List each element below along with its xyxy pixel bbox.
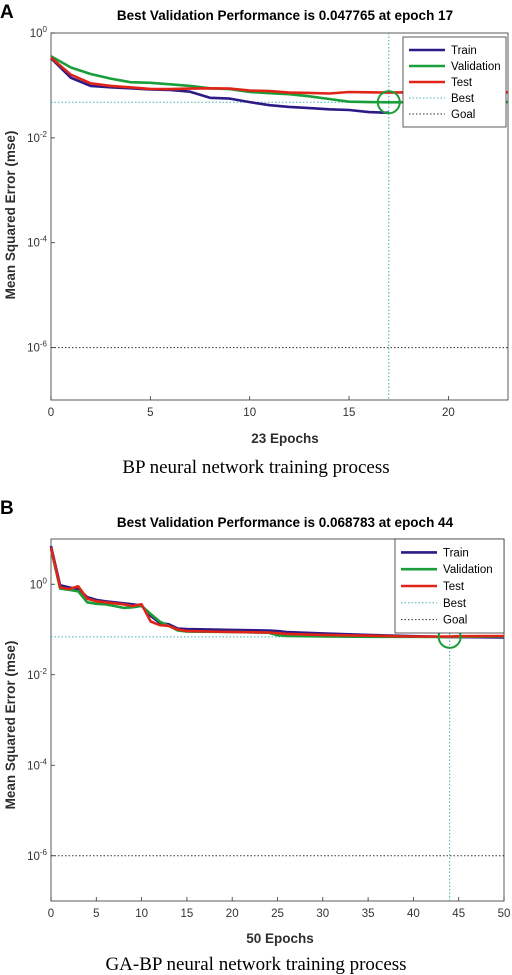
y-tick-label: 10-2 [27, 130, 47, 145]
best-marker [376, 90, 401, 115]
y-tick-label: 10-6 [27, 848, 47, 863]
x-tick-label: 10 [243, 407, 256, 419]
y-tick-label: 100 [30, 25, 48, 40]
legend-label-test: Test [443, 581, 465, 593]
x-tick-label: 0 [48, 407, 54, 419]
y-tick-label: 10-4 [27, 235, 47, 250]
legend-label-validation: Validation [443, 564, 493, 576]
legend-label-test: Test [451, 77, 473, 89]
legend-label-train: Train [443, 547, 469, 559]
y-axis-label-b: Mean Squared Error (mse) [3, 641, 18, 810]
chart-title-a: Best Validation Performance is 0.047765 … [117, 8, 453, 23]
legend-label-validation: Validation [451, 61, 501, 73]
x-tick-label: 35 [362, 908, 375, 920]
x-tick-label: 40 [407, 908, 420, 920]
x-tick-label: 5 [147, 407, 153, 419]
y-tick-label: 10-4 [27, 757, 47, 772]
series-line-test [49, 547, 505, 638]
x-tick-label: 45 [452, 908, 465, 920]
legend-label-best: Best [451, 93, 475, 105]
x-tick-label: 0 [48, 908, 54, 920]
caption-a: BP neural network training process [122, 457, 389, 478]
x-tick-label: 20 [442, 407, 455, 419]
caption-b: GA-BP neural network training process [105, 954, 406, 975]
plot-area-a: 0 5 10 15 20 100 10-2 10-4 10-6 Train Validation Te… [27, 25, 509, 419]
y-tick-label: 100 [30, 576, 48, 591]
x-axis-label-a: 23 Epochs [251, 431, 319, 446]
legend-label-goal: Goal [443, 615, 467, 627]
legend-label-goal: Goal [451, 109, 475, 121]
x-tick-label: 10 [135, 908, 148, 920]
x-tick-label: 25 [271, 908, 284, 920]
panel-a: A Best Validation Performance is 0.04776… [0, 2, 509, 478]
x-tick-label: 30 [316, 908, 329, 920]
x-tick-label: 20 [226, 908, 239, 920]
plot-area-b: 0 5 10 15 20 25 30 35 40 45 50 100 10-2 10-4 10-6 Train… [27, 538, 511, 920]
legend-label-train: Train [451, 45, 477, 57]
x-axis-label-b: 50 Epochs [246, 931, 314, 946]
series-line-train [50, 57, 389, 115]
x-tick-label: 5 [93, 908, 99, 920]
x-tick-label: 15 [343, 407, 356, 419]
x-tick-label: 50 [498, 908, 511, 920]
y-tick-label: 10-6 [27, 340, 47, 355]
panel-letter-b: B [0, 498, 14, 519]
x-tick-label: 15 [181, 908, 194, 920]
panel-b: B Best Validation Performance is 0.06878… [0, 498, 510, 975]
y-tick-label: 10-2 [27, 667, 47, 682]
chart-title-b: Best Validation Performance is 0.068783 … [117, 515, 454, 530]
panel-letter-a: A [0, 2, 14, 23]
legend-label-best: Best [443, 598, 467, 610]
y-axis-label-a: Mean Squared Error (mse) [3, 131, 18, 300]
